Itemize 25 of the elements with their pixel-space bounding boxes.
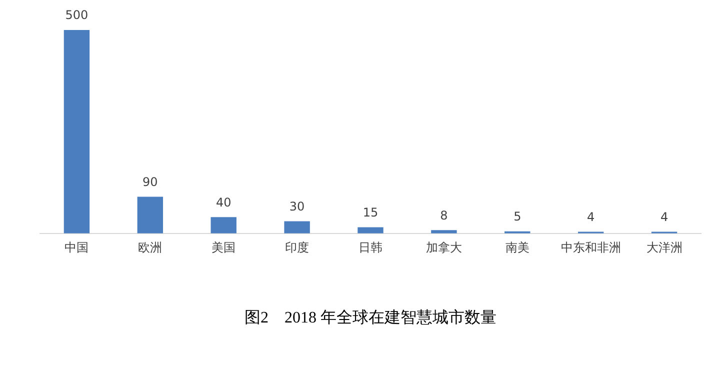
bar	[64, 30, 90, 234]
x-tick-label: 大洋洲	[646, 240, 682, 255]
bar	[358, 227, 384, 234]
x-tick-label: 欧洲	[138, 240, 162, 255]
data-label: 4	[660, 210, 668, 224]
data-label: 5	[514, 209, 522, 224]
x-tick-label: 南美	[505, 240, 530, 255]
text: 图2 2018 年全球在建智慧城市数量	[244, 308, 496, 327]
data-label: 30	[289, 199, 305, 214]
x-tick-label: 美国	[212, 240, 236, 255]
bar	[137, 196, 164, 234]
x-tick-label: 印度	[285, 240, 310, 255]
data-label: 8	[440, 208, 448, 222]
x-tick-label: 日韩	[358, 240, 382, 255]
data-label: 40	[216, 195, 232, 210]
x-tick-label: 中东和非洲	[560, 240, 621, 255]
x-tick-label: 加拿大	[426, 240, 462, 255]
data-label: 90	[142, 174, 158, 189]
bar	[431, 230, 457, 234]
bar	[210, 217, 236, 234]
bar	[284, 221, 310, 234]
data-label: 15	[362, 205, 378, 220]
x-tick-label: 中国	[64, 240, 89, 255]
data-label: 4	[587, 210, 595, 224]
data-label: 500	[65, 8, 88, 22]
